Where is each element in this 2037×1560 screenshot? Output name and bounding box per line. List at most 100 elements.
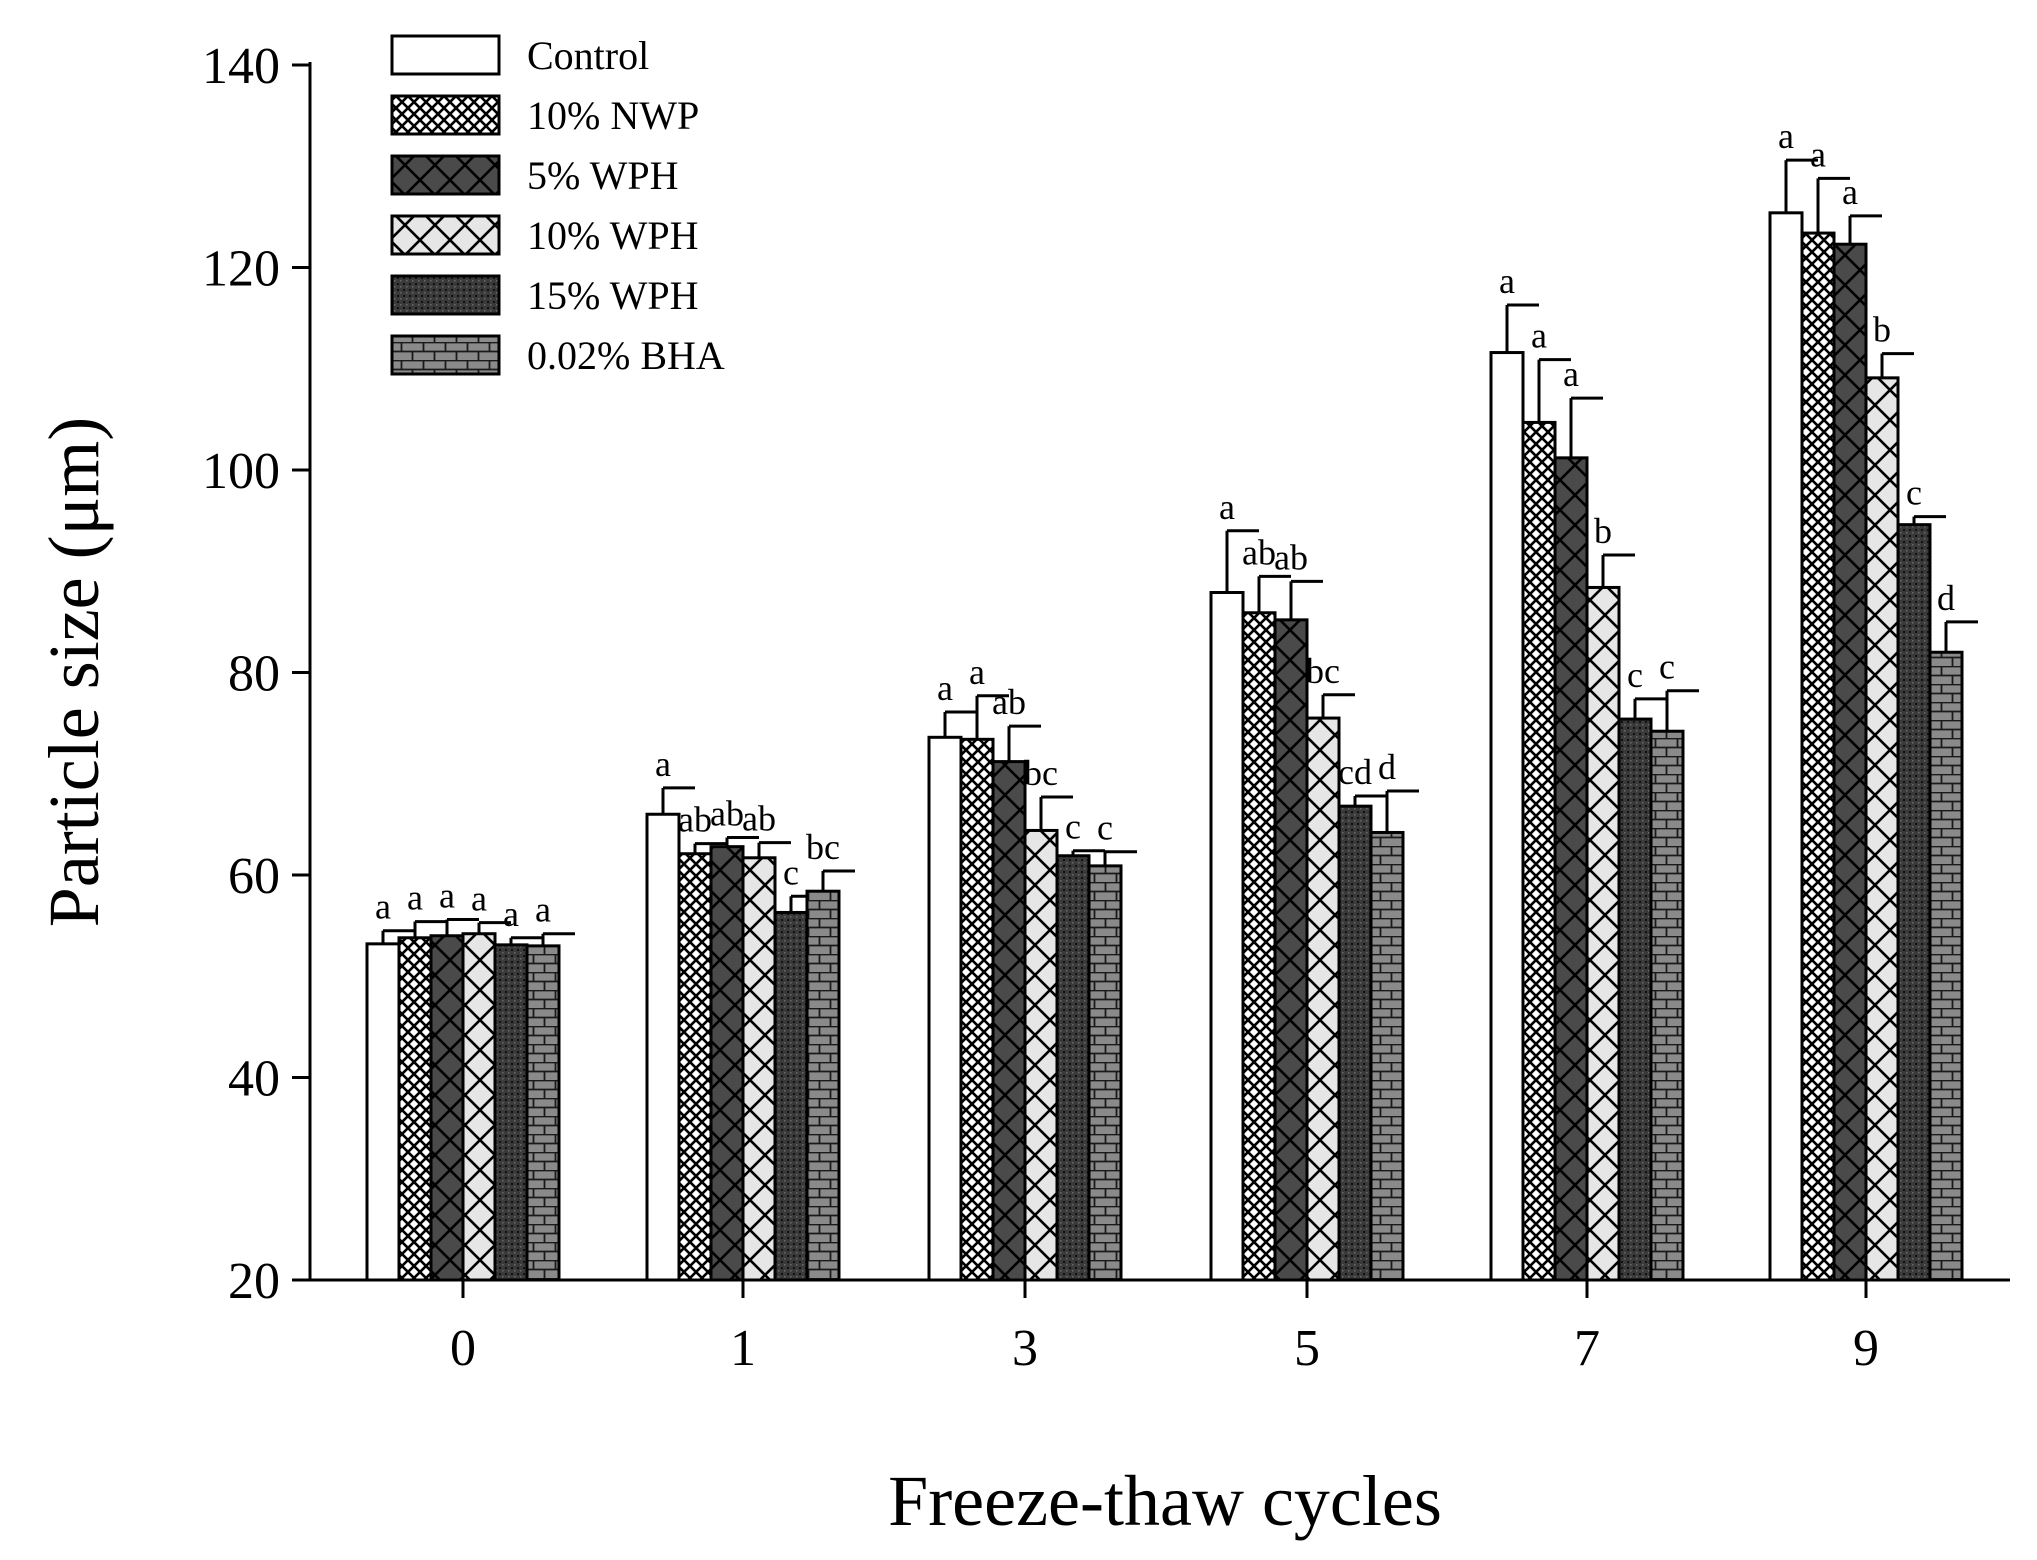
- y-tick-label: 140: [202, 38, 280, 95]
- legend-swatch: [390, 334, 501, 376]
- significance-label: d: [1378, 747, 1396, 787]
- significance-label: a: [1810, 134, 1826, 174]
- significance-label: a: [1842, 172, 1858, 212]
- significance-label: b: [1873, 310, 1891, 350]
- significance-label: a: [535, 890, 551, 930]
- bar: [1617, 717, 1653, 1282]
- legend-label: 15% WPH: [527, 273, 698, 318]
- significance-label: c: [1627, 655, 1643, 695]
- bar: [493, 943, 529, 1282]
- significance-label: a: [937, 668, 953, 708]
- x-tick-label: 1: [730, 1320, 756, 1377]
- x-tick-label: 7: [1574, 1320, 1600, 1377]
- significance-label: ab: [1274, 537, 1308, 577]
- significance-label: bc: [806, 827, 840, 867]
- bar: [927, 735, 963, 1282]
- bar: [991, 760, 1027, 1282]
- bar: [677, 852, 713, 1282]
- x-tick-label: 3: [1012, 1320, 1038, 1377]
- significance-label: a: [655, 744, 671, 784]
- y-axis-title: Particle size (μm): [34, 417, 114, 927]
- bar: [709, 845, 745, 1282]
- bar: [429, 934, 465, 1282]
- significance-label: c: [783, 852, 799, 892]
- legend-swatch: [390, 214, 501, 256]
- bar: [1087, 864, 1123, 1282]
- significance-label: cd: [1338, 752, 1372, 792]
- significance-label: ab: [992, 682, 1026, 722]
- x-axis-title: Freeze-thaw cycles: [888, 1461, 1442, 1541]
- legend-swatch: [390, 34, 501, 76]
- y-tick-label: 120: [202, 241, 280, 298]
- significance-label: a: [1563, 354, 1579, 394]
- significance-label: c: [1659, 647, 1675, 687]
- bar: [1649, 729, 1685, 1282]
- significance-label: b: [1594, 511, 1612, 551]
- significance-label: d: [1937, 578, 1955, 618]
- significance-label: c: [1097, 808, 1113, 848]
- bar: [645, 812, 681, 1282]
- bar: [959, 737, 995, 1282]
- x-tick-label: 9: [1853, 1320, 1879, 1377]
- bar: [1273, 618, 1309, 1282]
- significance-label: bc: [1306, 651, 1340, 691]
- bar: [1553, 456, 1589, 1282]
- y-tick-label: 80: [228, 646, 280, 703]
- bar: [1489, 351, 1525, 1282]
- bar: [461, 932, 497, 1282]
- significance-label: c: [1065, 807, 1081, 847]
- bar: [365, 942, 401, 1282]
- legend: Control 10% NWP 5% WPH 10% WPH 15% WPH 0.02% …: [390, 33, 725, 378]
- y-tick-label: 40: [228, 1051, 280, 1108]
- bar: [1585, 585, 1621, 1282]
- legend-swatch: [390, 94, 501, 136]
- significance-label: ab: [742, 799, 776, 839]
- legend-label: Control: [527, 33, 649, 78]
- bar: [1241, 611, 1277, 1282]
- bar: [741, 856, 777, 1282]
- legend-label: 5% WPH: [527, 153, 678, 198]
- bar: [1369, 830, 1405, 1282]
- significance-label: ab: [1242, 532, 1276, 572]
- significance-label: a: [1219, 487, 1235, 527]
- legend-label: 10% NWP: [527, 93, 699, 138]
- significance-label: a: [1531, 316, 1547, 356]
- x-tick-label: 0: [450, 1320, 476, 1377]
- legend-swatch: [390, 274, 501, 316]
- legend-label: 0.02% BHA: [527, 333, 725, 378]
- bar: [1896, 523, 1932, 1282]
- bar: [525, 944, 561, 1282]
- bar: [1864, 376, 1900, 1282]
- bar: [1928, 650, 1964, 1282]
- significance-label: a: [1499, 261, 1515, 301]
- significance-label: a: [407, 878, 423, 918]
- significance-label: ab: [678, 800, 712, 840]
- bar: [1209, 591, 1245, 1282]
- significance-label: bc: [1024, 753, 1058, 793]
- significance-label: ab: [710, 794, 744, 834]
- bar: [1832, 242, 1868, 1282]
- bar: [805, 889, 841, 1282]
- bar: [1023, 828, 1059, 1282]
- legend-swatch: [390, 154, 501, 196]
- significance-label: a: [969, 652, 985, 692]
- bar: [1305, 716, 1341, 1282]
- significance-label: a: [439, 876, 455, 916]
- significance-label: a: [503, 894, 519, 934]
- y-tick-label: 60: [228, 848, 280, 905]
- bar: [773, 910, 809, 1282]
- bar: [1800, 231, 1836, 1282]
- bar: [1521, 420, 1557, 1282]
- significance-label: a: [375, 887, 391, 927]
- y-tick-label: 100: [202, 443, 280, 500]
- bar: [1768, 211, 1804, 1282]
- significance-label: c: [1906, 473, 1922, 513]
- bar: [1337, 804, 1373, 1282]
- y-tick-label: 20: [228, 1253, 280, 1310]
- significance-label: a: [1778, 116, 1794, 156]
- bar: [1055, 854, 1091, 1282]
